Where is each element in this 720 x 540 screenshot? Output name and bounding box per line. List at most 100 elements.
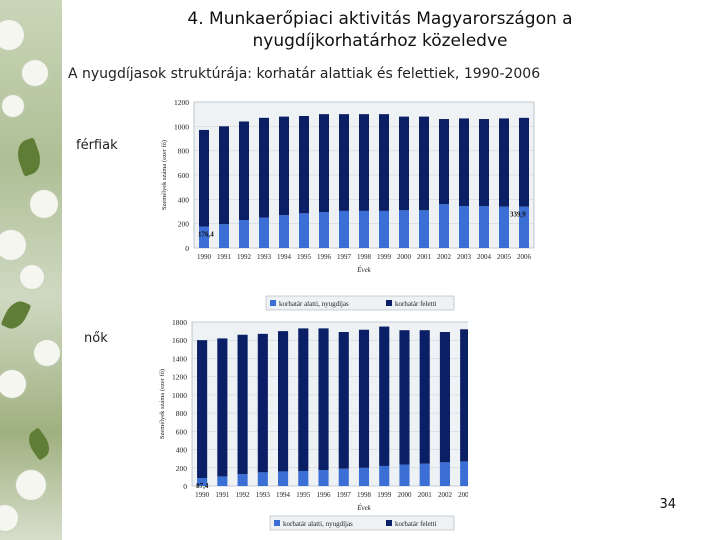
bar-lower	[519, 206, 529, 248]
title-line-2: nyugdíjkorhatárhoz közeledve	[252, 31, 508, 51]
bar-upper	[460, 329, 468, 462]
bar-lower	[479, 206, 489, 248]
bar-upper	[318, 328, 329, 471]
men-chart: 0 200 400 600 800 1000 1200 1990 1991 1992 1993 199…	[161, 98, 535, 311]
bar-lower	[237, 474, 248, 486]
y-axis-label: Személyek száma (ezer fő)	[161, 140, 168, 210]
x-axis-label: Évek	[356, 266, 371, 274]
x-tick-label: 2001	[418, 491, 433, 499]
bar-upper	[217, 338, 228, 477]
bar-upper	[419, 116, 429, 211]
y-tick-label: 600	[176, 427, 188, 436]
bar-lower	[358, 467, 370, 486]
bar-upper	[399, 116, 409, 211]
bar-upper	[499, 118, 509, 207]
bar-upper	[197, 340, 208, 479]
y-tick-label: 1200	[174, 98, 189, 107]
bar-lower	[219, 224, 229, 248]
x-tick-label: 1995	[296, 491, 311, 499]
y-tick-label: 1800	[172, 318, 187, 327]
x-tick-label: 1992	[236, 491, 251, 499]
bar-upper	[419, 330, 430, 464]
x-tick-label: 2006	[517, 253, 532, 261]
x-tick-label: 1999	[377, 253, 392, 261]
x-tick-label: 1994	[276, 491, 291, 499]
y-tick-label: 800	[176, 409, 188, 418]
y-tick-label: 1000	[174, 122, 189, 131]
x-tick-label: 1990	[195, 491, 210, 499]
y-tick-label: 0	[185, 244, 189, 253]
bar-upper	[278, 331, 289, 472]
bar-upper	[279, 116, 289, 216]
y-tick-label: 1200	[172, 373, 187, 382]
y-tick-label: 0	[183, 482, 187, 491]
bar-lower	[419, 463, 430, 486]
bar-lower	[259, 217, 269, 248]
page-number: 34	[659, 497, 676, 512]
x-tick-label: 2003	[457, 253, 472, 261]
y-tick-label: 1400	[172, 354, 187, 363]
legend-swatch-upper	[386, 300, 392, 306]
bar-lower	[399, 464, 410, 486]
legend-label-upper: korhatár feletti	[395, 300, 436, 308]
x-tick-label: 2004	[477, 253, 492, 261]
x-tick-label: 1998	[357, 253, 372, 261]
x-tick-label: 1995	[297, 253, 312, 261]
legend-box	[269, 515, 455, 531]
slide-title: 4. Munkaerőpiaci aktivitás Magyarországo…	[70, 8, 690, 52]
bar-upper	[379, 114, 389, 211]
bar-upper	[439, 119, 449, 205]
flower-photo-strip	[0, 0, 62, 540]
data-label: 87,4	[196, 482, 209, 490]
slide-subtitle: A nyugdíjasok struktúrája: korhatár alat…	[68, 66, 541, 82]
label-men: férfiak	[76, 138, 118, 153]
bar-lower	[419, 210, 429, 248]
bar-upper	[298, 328, 309, 471]
x-tick-label: 1996	[317, 253, 332, 261]
y-tick-label: 400	[178, 195, 190, 204]
x-tick-label: 2002	[438, 491, 453, 499]
y-tick-label: 200	[178, 220, 190, 229]
bar-lower	[278, 471, 289, 486]
x-tick-label: 1992	[237, 253, 252, 261]
y-tick-label: 400	[176, 446, 188, 455]
x-tick-label: 2001	[417, 253, 432, 261]
bar-upper	[379, 326, 390, 466]
x-axis-label: Évek	[356, 504, 371, 512]
bar-upper	[239, 121, 249, 221]
legend-swatch-lower	[274, 520, 280, 526]
bar-upper	[359, 114, 369, 211]
bar-upper	[358, 329, 370, 468]
x-tick-label: 1991	[217, 253, 232, 261]
legend-box	[265, 295, 455, 311]
bar-upper	[299, 115, 309, 214]
bar-lower	[499, 206, 509, 248]
bar-upper	[339, 114, 349, 211]
y-tick-label: 800	[178, 147, 190, 156]
y-tick-label: 200	[176, 464, 188, 473]
x-tick-label: 1993	[256, 491, 271, 499]
bar-upper	[199, 129, 209, 227]
x-tick-label: 1996	[317, 491, 332, 499]
x-tick-label: 2000	[397, 253, 412, 261]
x-tick-label: 1994	[277, 253, 292, 261]
bar-lower	[319, 212, 329, 248]
bar-lower	[279, 215, 289, 248]
x-tick-label: 1998	[357, 491, 372, 499]
bar-lower	[197, 478, 208, 486]
x-tick-label: 1993	[257, 253, 272, 261]
bar-lower	[339, 210, 349, 248]
bar-lower	[379, 465, 390, 486]
bar-upper	[237, 334, 248, 475]
bar-upper	[399, 330, 410, 465]
legend-label-upper: korhatár feletti	[395, 520, 436, 528]
bar-lower	[460, 461, 468, 486]
bar-upper	[459, 118, 469, 207]
x-tick-label: 1997	[337, 491, 352, 499]
bar-lower	[459, 206, 469, 248]
y-tick-label: 1000	[172, 391, 187, 400]
bar-lower	[359, 210, 369, 248]
y-axis-label: Személyek száma (ezer fő)	[159, 369, 166, 439]
bar-upper	[319, 114, 329, 213]
bar-upper	[439, 332, 450, 463]
